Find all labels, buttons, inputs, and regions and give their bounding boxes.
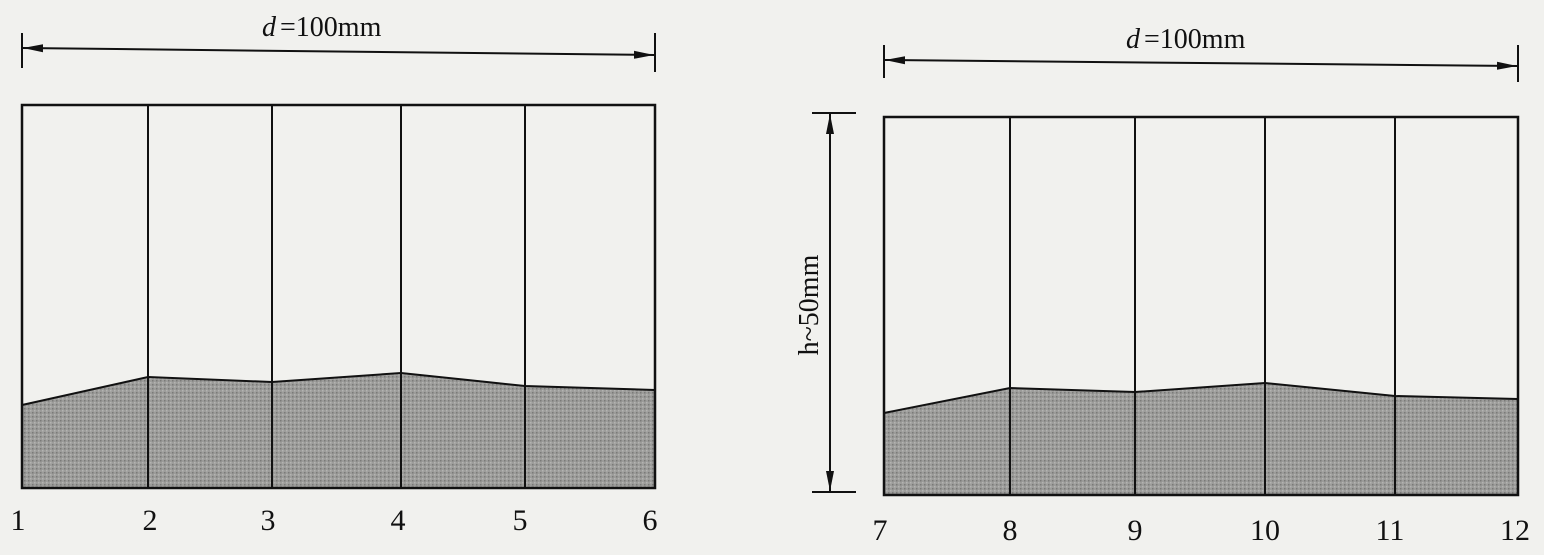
point-label: 3 [261, 504, 276, 537]
dimension-value: =100mm [1144, 24, 1246, 55]
channel-box [20, 103, 657, 490]
sediment-fill [22, 373, 655, 488]
point-label: 1 [11, 504, 26, 537]
point-label: 9 [1128, 514, 1143, 547]
sediment-surface [21, 371, 656, 406]
dimension-variable: d [1126, 24, 1141, 55]
sediment-surface [883, 381, 1519, 414]
point-label: 8 [1003, 514, 1018, 547]
point-label: 12 [1500, 514, 1530, 547]
point-label: 5 [513, 504, 528, 537]
point-label: 11 [1376, 514, 1405, 547]
point-labels: 1 2 3 4 5 6 7 8 9 10 11 12 [11, 504, 1531, 547]
dimension-value: =100mm [280, 12, 382, 43]
dimension-arrow [22, 44, 655, 59]
point-label: 6 [643, 504, 658, 537]
point-label: 7 [873, 514, 888, 547]
channel-box [882, 115, 1520, 497]
dimension-arrow [884, 56, 1518, 70]
point-label: 10 [1250, 514, 1280, 547]
point-label: 4 [391, 504, 406, 537]
point-label: 2 [143, 504, 158, 537]
height-label: h~50mm [794, 254, 825, 355]
right-panel: d =100mm h~50mm [794, 24, 1520, 497]
sediment-fill [884, 383, 1518, 495]
left-panel: d =100mm [20, 12, 657, 490]
dimension-variable: d [262, 12, 277, 43]
